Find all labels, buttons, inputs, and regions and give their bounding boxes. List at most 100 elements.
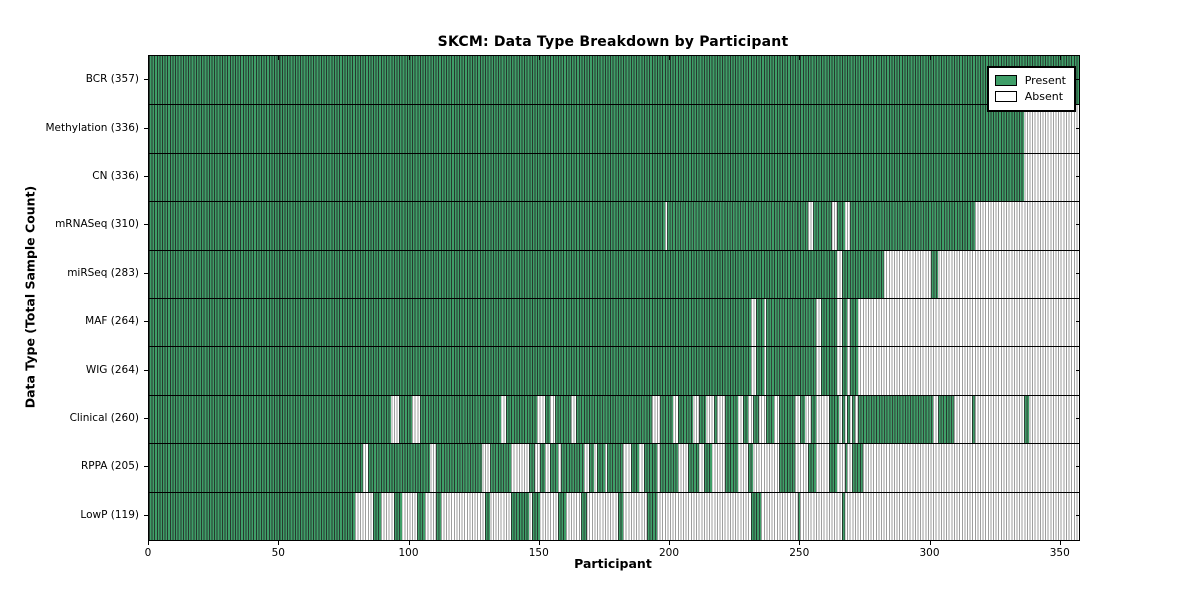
present-segment: [821, 299, 837, 347]
present-segment: [698, 395, 707, 444]
present-segment: [581, 492, 587, 540]
x-tick-bottom: [799, 541, 801, 545]
present-segment: [531, 492, 540, 540]
y-tick-label-BCR: BCR (357): [85, 73, 139, 86]
x-tick-label: 100: [398, 547, 419, 559]
y-tick-left: [144, 514, 148, 516]
y-tick-right: [1076, 79, 1080, 81]
row-MAF: [149, 298, 1079, 347]
present-segment: [779, 395, 796, 444]
present-segment: [149, 153, 1025, 202]
y-tick-label-MAF: MAF (264): [85, 315, 139, 328]
x-tick-label: 250: [789, 547, 810, 559]
legend: Present Absent: [986, 66, 1076, 112]
present-segment: [607, 444, 624, 492]
present-segment: [748, 444, 754, 492]
present-segment: [849, 299, 858, 347]
present-segment: [417, 492, 426, 540]
y-tick-label-Methylation: Methylation (336): [45, 121, 139, 134]
present-segment: [828, 395, 840, 444]
present-segment: [667, 202, 809, 250]
y-tick-right: [1076, 272, 1080, 274]
y-tick-left: [144, 127, 148, 129]
present-segment: [849, 347, 858, 395]
present-segment: [550, 444, 558, 492]
chart-title: SKCM: Data Type Breakdown by Participant: [437, 34, 789, 50]
y-tick-label-mRNASeq: mRNASeq (310): [55, 218, 139, 231]
present-segment: [677, 395, 694, 444]
present-segment: [485, 492, 491, 540]
y-tick-right: [1076, 514, 1080, 516]
present-segment: [841, 250, 884, 298]
present-segment: [724, 395, 738, 444]
present-segment: [149, 395, 392, 444]
present-segment: [766, 395, 775, 444]
row-BCR: [149, 56, 1079, 105]
x-tick-bottom: [669, 541, 670, 545]
x-tick-label: 50: [271, 547, 285, 559]
x-tick-label: 0: [144, 547, 152, 559]
y-tick-left: [144, 418, 148, 419]
present-segment: [849, 202, 975, 250]
present-segment: [938, 395, 954, 444]
present-segment: [821, 347, 837, 395]
row-mRNASeq: [149, 201, 1079, 250]
present-segment: [393, 492, 402, 540]
present-segment: [557, 492, 566, 540]
present-segment: [630, 444, 639, 492]
present-segment: [505, 395, 538, 444]
y-tick-left: [144, 176, 148, 177]
x-tick-top: [538, 56, 540, 60]
present-segment: [766, 347, 816, 395]
x-tick-top: [929, 56, 931, 60]
present-segment: [659, 444, 678, 492]
present-segment: [742, 395, 749, 444]
x-tick-top: [669, 56, 670, 60]
x-axis-title: Participant: [574, 556, 652, 571]
row-WIG: [149, 346, 1079, 395]
present-segment: [560, 444, 585, 492]
present-segment: [857, 395, 934, 444]
y-tick-label-RPPA: RPPA (205): [80, 460, 139, 473]
row-Clinical: [149, 394, 1079, 444]
row-Methylation: [149, 104, 1079, 153]
y-tick-left: [144, 321, 148, 323]
present-segment: [755, 299, 764, 347]
present-segment: [972, 395, 975, 444]
present-segment: [930, 250, 939, 298]
plot-area: Present Absent: [148, 55, 1080, 541]
y-tick-label-WIG: WIG (264): [85, 363, 139, 376]
present-segment: [435, 444, 483, 492]
row-RPPA: [149, 443, 1079, 492]
y-tick-right: [1076, 176, 1080, 177]
present-segment: [703, 444, 712, 492]
x-tick-bottom: [408, 541, 410, 545]
present-segment: [836, 202, 845, 250]
y-tick-right: [1076, 224, 1080, 226]
present-segment: [589, 444, 595, 492]
legend-item-absent: Absent: [994, 90, 1066, 103]
x-tick-label: 150: [528, 547, 549, 559]
x-tick-label: 350: [1049, 547, 1070, 559]
y-tick-label-LowP: LowP (119): [80, 508, 139, 521]
y-tick-left: [144, 466, 148, 468]
present-segment: [852, 395, 855, 444]
present-segment: [511, 492, 530, 540]
present-segment: [539, 444, 545, 492]
y-tick-right: [1076, 418, 1080, 419]
y-tick-label-miRSeq: miRSeq (283): [67, 266, 139, 279]
y-tick-left: [144, 224, 148, 226]
x-tick-bottom: [278, 541, 280, 545]
present-segment: [646, 492, 657, 540]
present-segment: [149, 347, 751, 395]
y-tick-right: [1076, 466, 1080, 468]
x-tick-top: [408, 56, 410, 60]
present-segment: [797, 492, 801, 540]
present-segment: [841, 347, 848, 395]
present-segment: [800, 395, 806, 444]
row-miRSeq: [149, 249, 1079, 298]
y-tick-right: [1076, 321, 1080, 323]
present-segment: [544, 395, 551, 444]
present-segment: [1024, 395, 1030, 444]
